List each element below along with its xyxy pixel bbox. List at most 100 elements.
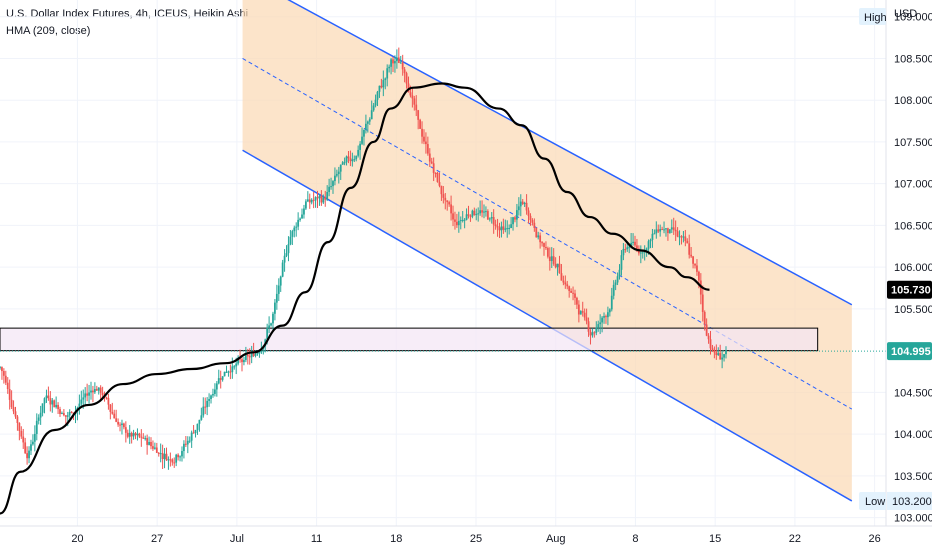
candle-body bbox=[270, 323, 272, 326]
candle-body bbox=[256, 352, 259, 355]
candle-body bbox=[616, 276, 619, 283]
price-tick-label: 104.500 bbox=[894, 387, 932, 399]
candle-body bbox=[452, 213, 454, 220]
candle-body bbox=[372, 105, 375, 111]
candle-body bbox=[676, 231, 679, 237]
candle-body bbox=[109, 404, 112, 412]
candle-body bbox=[599, 322, 602, 325]
candle-body bbox=[570, 290, 573, 293]
price-tick-label: 105.500 bbox=[894, 304, 932, 316]
candle-body bbox=[589, 331, 592, 336]
candle-body bbox=[376, 91, 379, 100]
candle-body bbox=[254, 354, 257, 356]
candle-body bbox=[334, 175, 336, 182]
candle-body bbox=[492, 217, 495, 225]
candle-body bbox=[330, 186, 332, 188]
candle-body bbox=[678, 236, 681, 238]
candle-body bbox=[471, 210, 474, 217]
candle-body bbox=[198, 419, 201, 424]
candle-body bbox=[659, 229, 662, 232]
candle-body bbox=[556, 263, 559, 268]
candle-body bbox=[314, 197, 317, 201]
candle-body bbox=[639, 252, 642, 254]
candle-body bbox=[645, 248, 648, 251]
candle-body bbox=[502, 226, 505, 230]
candle-body bbox=[490, 217, 493, 219]
low-tag: Low bbox=[865, 496, 885, 508]
candle-body bbox=[417, 110, 420, 120]
candle-body bbox=[64, 415, 67, 417]
price-tick-label: 103.500 bbox=[894, 471, 932, 483]
candle-body bbox=[529, 215, 532, 221]
candle-body bbox=[159, 453, 162, 455]
candle-body bbox=[436, 172, 439, 183]
candle-body bbox=[359, 143, 361, 150]
candle-body bbox=[467, 214, 470, 216]
candle-body bbox=[434, 172, 437, 174]
candle-body bbox=[126, 432, 129, 437]
candle-body bbox=[461, 219, 464, 221]
candle-body bbox=[653, 233, 656, 235]
candle-body bbox=[279, 276, 282, 286]
candle-body bbox=[583, 312, 586, 318]
time-tick-label: 20 bbox=[71, 533, 83, 545]
candle-body bbox=[432, 163, 435, 173]
candle-body bbox=[136, 433, 139, 436]
last-price-label-bg bbox=[887, 342, 932, 361]
candle-body bbox=[121, 423, 123, 426]
candle-body bbox=[177, 454, 180, 458]
candle-body bbox=[78, 403, 81, 408]
support-zone bbox=[0, 327, 886, 352]
candle-body bbox=[233, 366, 236, 368]
candle-body bbox=[37, 417, 40, 421]
candle-body bbox=[510, 224, 513, 228]
candle-body bbox=[680, 236, 683, 238]
candle-body bbox=[272, 313, 274, 324]
time-tick-label: 26 bbox=[868, 533, 880, 545]
candle-body bbox=[343, 162, 346, 164]
candle-body bbox=[45, 395, 48, 399]
candle-body bbox=[8, 389, 11, 400]
candle-body bbox=[183, 443, 185, 452]
price-tick-label: 107.000 bbox=[894, 179, 932, 191]
candle-body bbox=[386, 68, 389, 79]
candle-body bbox=[345, 156, 348, 163]
candle-body bbox=[4, 375, 7, 383]
candle-body bbox=[119, 424, 121, 426]
candle-body bbox=[146, 438, 149, 445]
candle-body bbox=[123, 423, 125, 428]
candle-body bbox=[566, 284, 569, 287]
candle-body bbox=[107, 397, 110, 405]
candle-body bbox=[163, 453, 166, 460]
candle-body bbox=[705, 324, 708, 336]
candle-body bbox=[610, 295, 613, 310]
candle-body bbox=[430, 161, 433, 164]
candle-body bbox=[374, 99, 377, 106]
candle-body bbox=[655, 229, 658, 234]
time-axis[interactable]: 20 27 Jul 11 18 25 Aug 8 15 22 26 bbox=[0, 525, 932, 545]
candle-body bbox=[603, 316, 605, 318]
candle-body bbox=[612, 284, 615, 296]
candle-body bbox=[84, 393, 87, 398]
candle-body bbox=[688, 243, 691, 255]
zone-rect bbox=[0, 327, 819, 352]
candle-body bbox=[473, 210, 476, 216]
price-axis[interactable]: 109.000 108.500 108.000 107.500 107.000 106.5… bbox=[885, 0, 932, 526]
candle-body bbox=[591, 332, 594, 336]
candle-body bbox=[684, 236, 687, 241]
candle-body bbox=[152, 446, 154, 449]
candle-body bbox=[275, 293, 278, 303]
candle-body bbox=[438, 182, 441, 186]
candle-body bbox=[469, 215, 472, 217]
hma-price-label-bg bbox=[887, 280, 932, 299]
candle-body bbox=[488, 218, 491, 220]
candle-body bbox=[423, 136, 425, 142]
candle-body bbox=[68, 411, 71, 416]
candle-body bbox=[614, 282, 617, 285]
candle-body bbox=[411, 95, 414, 99]
candle-body bbox=[150, 441, 152, 447]
candle-body bbox=[546, 248, 549, 257]
candle-body bbox=[523, 202, 526, 204]
candle-body bbox=[322, 197, 325, 203]
